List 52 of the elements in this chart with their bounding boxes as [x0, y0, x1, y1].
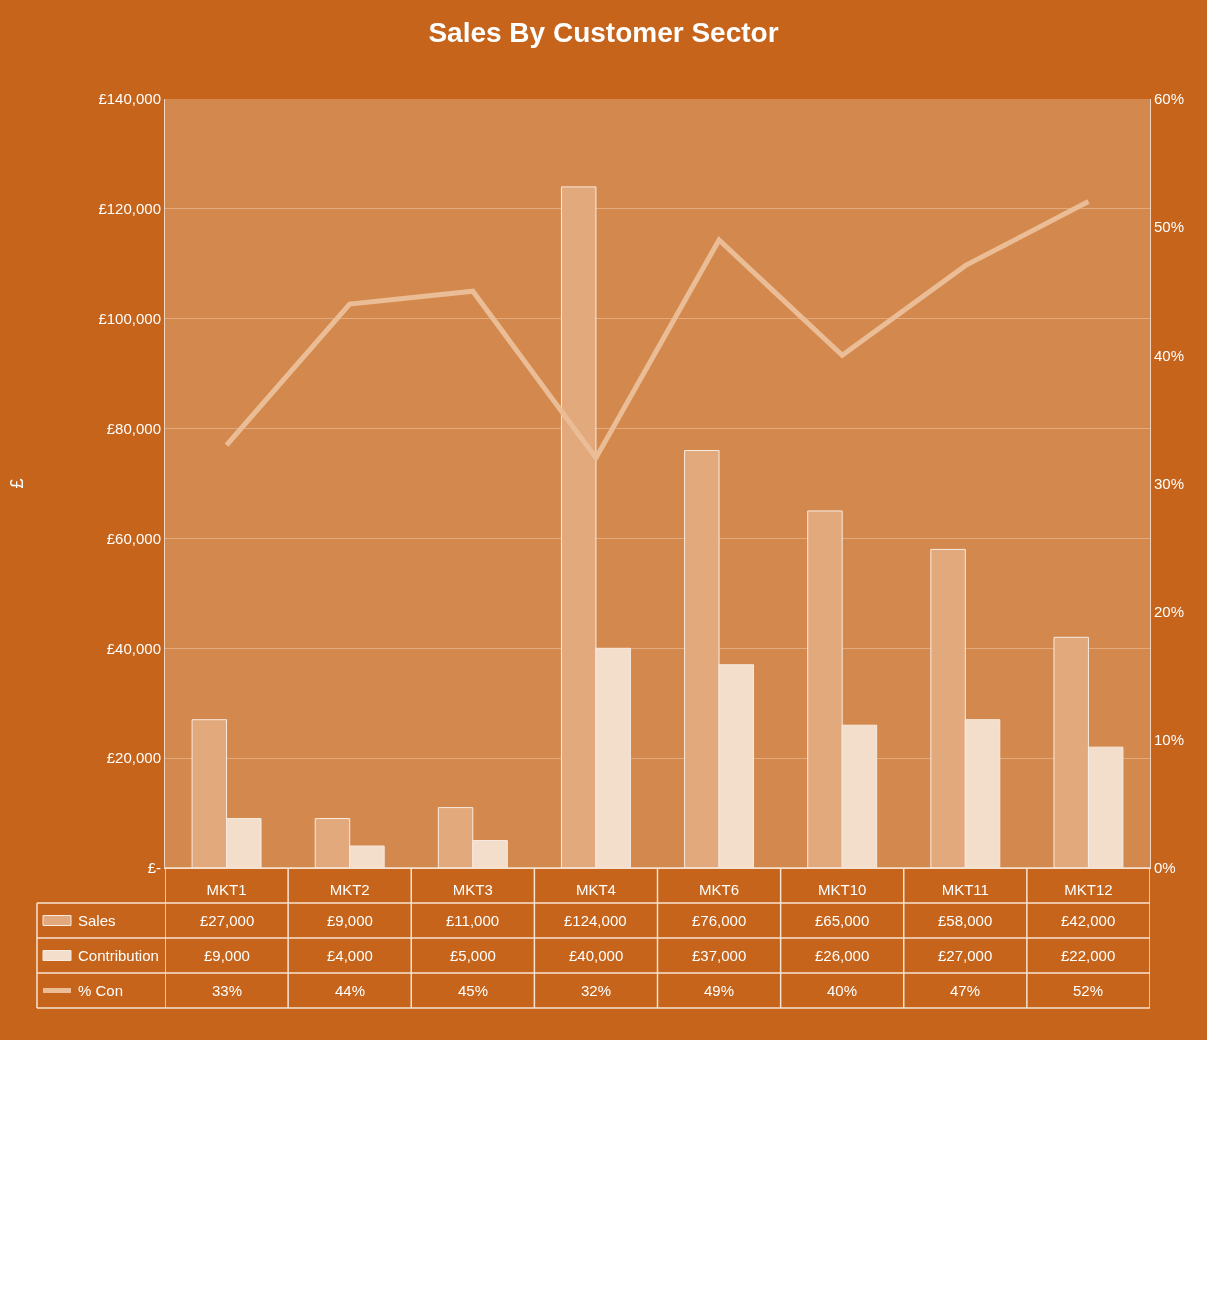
- x-tick-label: MKT3: [452, 881, 493, 898]
- y2-tick-label: 20%: [1154, 602, 1185, 620]
- data-label: £65,000: [815, 912, 870, 929]
- data-label: 49%: [704, 982, 735, 999]
- x-tick-label: MKT1: [206, 881, 247, 898]
- data-label: £76,000: [692, 912, 747, 929]
- data-label: £11,000: [446, 912, 500, 929]
- data-label: £42,000: [1061, 912, 1116, 929]
- y-tick-label: £20,000: [106, 749, 161, 767]
- y-tick-label: £60,000: [106, 529, 161, 547]
- y2-tick-label: 50%: [1154, 218, 1185, 236]
- y2-tick-label: 40%: [1154, 346, 1185, 364]
- data-label: 40%: [827, 982, 858, 999]
- data-label: 45%: [458, 982, 489, 999]
- legend-label: Contribution: [78, 947, 159, 964]
- data-label: 32%: [581, 982, 612, 999]
- chart-title: Sales By Customer Sector: [428, 16, 779, 48]
- y2-tick-label: 30%: [1154, 474, 1185, 492]
- data-label: £124,000: [564, 912, 627, 929]
- x-tick-label: MKT2: [329, 881, 370, 898]
- y-tick-label: £80,000: [106, 419, 161, 437]
- data-label: £22,000: [1061, 947, 1116, 964]
- x-tick-label: MKT4: [575, 881, 616, 898]
- data-label: £26,000: [815, 947, 870, 964]
- data-label: 33%: [212, 982, 243, 999]
- x-tick-label: MKT12: [1064, 881, 1113, 898]
- y2-tick-label: 0%: [1154, 859, 1176, 877]
- data-label: £58,000: [938, 912, 993, 929]
- x-tick-label: MKT10: [818, 881, 867, 898]
- data-label: £27,000: [200, 912, 255, 929]
- y-tick-label: £140,000: [98, 90, 161, 108]
- y-tick-label: £100,000: [98, 309, 161, 327]
- data-label: £40,000: [569, 947, 624, 964]
- x-tick-label: MKT6: [699, 881, 740, 898]
- y-tick-label: £120,000: [98, 200, 161, 218]
- y-tick-label: £40,000: [106, 639, 161, 657]
- legend-label: % Con: [78, 982, 124, 999]
- data-label: 52%: [1073, 982, 1104, 999]
- data-label: £27,000: [938, 947, 993, 964]
- data-label: £4,000: [327, 947, 373, 964]
- data-label: 47%: [950, 982, 981, 999]
- data-label: £9,000: [204, 947, 250, 964]
- data-label: 44%: [335, 982, 366, 999]
- y-tick-label: £-: [147, 859, 161, 877]
- y-axis-title: £: [6, 478, 27, 489]
- y2-tick-label: 60%: [1154, 90, 1185, 108]
- legend-label: Sales: [78, 912, 116, 929]
- data-label: £5,000: [450, 947, 496, 964]
- x-tick-label: MKT11: [941, 881, 989, 898]
- data-label: £37,000: [692, 947, 747, 964]
- y2-tick-label: 10%: [1154, 731, 1185, 749]
- data-label: £9,000: [327, 912, 373, 929]
